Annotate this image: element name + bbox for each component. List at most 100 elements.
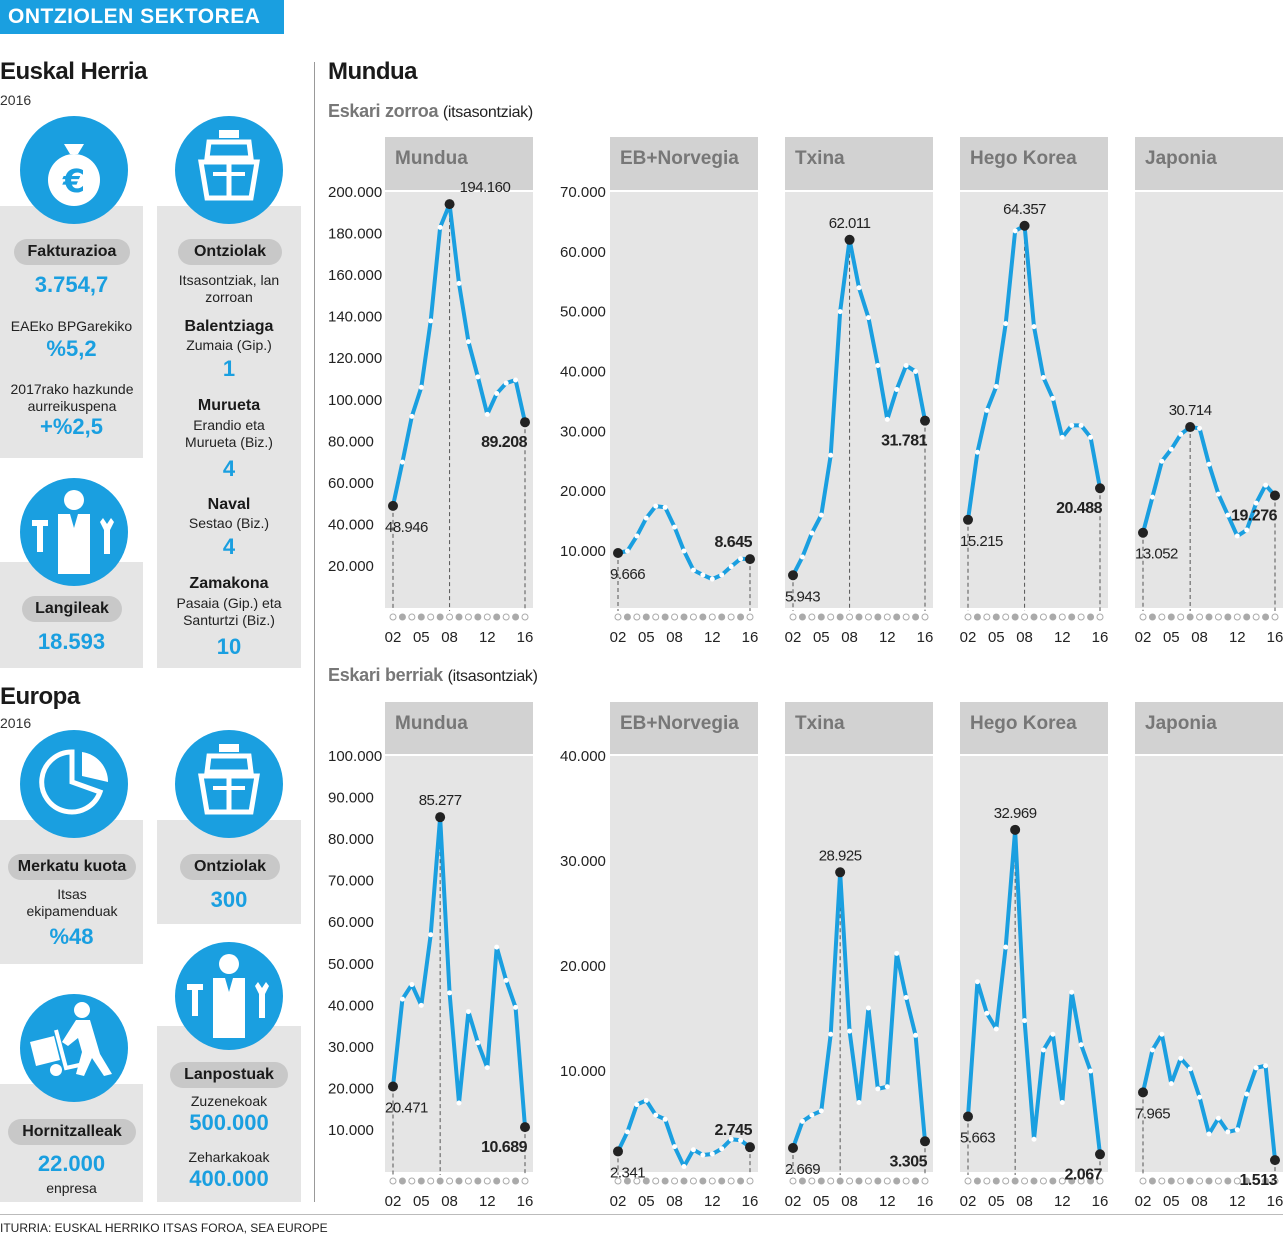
series-point [1215, 491, 1221, 497]
series-point [818, 1108, 824, 1114]
x-axis-dot [808, 1177, 816, 1185]
start-value-label: 2.341 [610, 1164, 645, 1181]
series-point [984, 407, 990, 413]
x-axis-dot [1243, 613, 1251, 621]
series-point [809, 1112, 815, 1118]
x-axis-dot [718, 613, 726, 621]
highlight-point [788, 570, 798, 581]
y-tick-label: 30.000 [560, 423, 606, 440]
chart-header [960, 702, 1108, 754]
series-point [1078, 422, 1084, 428]
x-axis-dot [623, 1177, 631, 1185]
highlight-point [745, 1142, 755, 1153]
x-tick-label: 02 [785, 629, 802, 646]
x-axis-dot [912, 1177, 920, 1185]
chart-title: EB+Norvegia [620, 713, 739, 734]
zeh-value: 400.000 [189, 1166, 269, 1191]
x-axis-dot [827, 613, 835, 621]
x-axis-dot [836, 613, 844, 621]
series-point [634, 533, 640, 539]
series-point [837, 309, 843, 315]
x-axis-dot [512, 613, 520, 621]
x-axis-dot [474, 613, 482, 621]
x-axis-dot [874, 613, 882, 621]
series-point [1206, 461, 1212, 467]
x-axis-dot [1262, 613, 1270, 621]
x-axis-dot [1049, 613, 1057, 621]
y-tick-label: 60.000 [328, 914, 374, 931]
highlight-point [920, 415, 930, 426]
series-point [728, 564, 734, 570]
y-tick-label: 80.000 [328, 433, 374, 450]
series-point [1040, 374, 1046, 380]
x-axis-dot [746, 1177, 754, 1185]
y-tick-label: 20.000 [560, 483, 606, 500]
zuz-label: Zuzenekoak [190, 1093, 268, 1109]
series-point [1178, 431, 1184, 437]
x-axis-dot [474, 1177, 482, 1185]
fakt-value: 3.754,7 [34, 272, 109, 297]
chart-title: Hego Korea [970, 148, 1077, 169]
x-axis-dot [408, 1177, 416, 1185]
highlight-point [844, 234, 855, 245]
y-tick-label: 10.000 [328, 1122, 374, 1139]
x-axis-dot [1233, 613, 1241, 621]
x-tick-label: 08 [841, 1193, 858, 1210]
yard-value: 4 [222, 534, 236, 559]
x-axis-dot [1077, 613, 1085, 621]
x-axis-dot [846, 613, 854, 621]
x-tick-label: 12 [704, 629, 721, 646]
chart-header [385, 137, 533, 190]
x-axis-dot [1030, 1177, 1038, 1185]
series-point [1253, 1065, 1259, 1071]
x-tick-label: 16 [742, 629, 759, 646]
series-point [672, 524, 678, 530]
x-axis-dot [1021, 1177, 1029, 1185]
x-axis-dot [1002, 613, 1010, 621]
x-axis-dot [992, 613, 1000, 621]
highlight-point [1019, 220, 1030, 231]
end-value-label: 2.067 [1064, 1166, 1102, 1183]
series-point [513, 1004, 519, 1010]
hazk-value: +%2,5 [40, 414, 103, 439]
start-value-label: 9.666 [610, 566, 645, 583]
series-point [903, 363, 909, 369]
series-point [399, 996, 405, 1002]
series-point [1059, 1100, 1065, 1105]
yard-place: Pasaia (Gip.) eta Santurtzi (Biz.) [176, 595, 282, 628]
highlight-point [444, 199, 455, 210]
x-axis-dot [1039, 1177, 1047, 1185]
highlight-point [613, 547, 623, 558]
series-point [428, 318, 434, 324]
chart-panel [610, 756, 758, 1172]
ontz-sub: Itsasontziak, lan zorroan [178, 272, 280, 305]
banner: ONTZIOLEN SEKTOREA [0, 0, 284, 34]
y-tick-label: 30.000 [560, 853, 606, 870]
x-axis-dot [817, 613, 825, 621]
x-axis-dot [1077, 1177, 1085, 1185]
x-axis-dot [642, 613, 650, 621]
x-axis-dot [921, 1177, 929, 1185]
x-axis-dot [1087, 1177, 1095, 1185]
x-axis-dot [493, 613, 501, 621]
highlight-point [835, 867, 846, 878]
yard-place: Zumaia (Gip.) [186, 337, 272, 353]
row2-sub: (itsasontziak) [447, 668, 538, 685]
series-point [690, 1147, 696, 1153]
y-tick-label: 40.000 [560, 748, 606, 765]
chart-header [960, 137, 1108, 190]
start-value-label: 48.946 [385, 519, 428, 536]
series-point [913, 369, 919, 374]
x-tick-label: 12 [879, 629, 896, 646]
x-axis-dot [1186, 613, 1194, 621]
start-value-label: 5.943 [785, 588, 820, 605]
chart-title: Japonia [1145, 148, 1217, 169]
x-axis-dot [1252, 1177, 1260, 1185]
series-point [847, 1028, 853, 1034]
y-tick-label: 90.000 [328, 790, 374, 807]
series-point [1253, 500, 1259, 506]
end-value-label: 3.305 [889, 1153, 927, 1170]
y-tick-label: 120.000 [328, 350, 382, 367]
series-point [1003, 321, 1009, 327]
chart-header [785, 702, 933, 754]
